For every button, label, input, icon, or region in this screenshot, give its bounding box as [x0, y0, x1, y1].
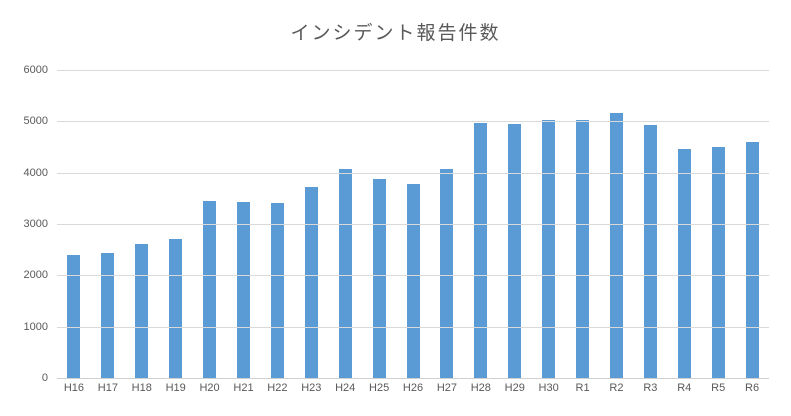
bar-slot-H24 — [328, 70, 362, 378]
x-axis-labels: H16 H17 H18 H19 H20 H21 H22 H23 H24 H25 H26 H27 H28 H… — [57, 382, 769, 394]
gridline-6000 — [57, 70, 769, 71]
x-tick-label-H21: H21 — [233, 382, 254, 394]
bar-H29 — [508, 123, 522, 378]
x-tick-label-H26: H26 — [402, 382, 424, 394]
bars — [57, 70, 769, 378]
bar-slot-H28 — [464, 70, 498, 378]
bar-H30 — [542, 119, 556, 378]
x-tick-label-H18: H18 — [131, 382, 152, 394]
bar-H19 — [169, 239, 183, 378]
x-tick-label-R3: R3 — [643, 382, 658, 394]
bar-H16 — [67, 254, 81, 378]
bar-H28 — [474, 122, 488, 378]
gridline-5000 — [57, 121, 769, 123]
x-tick-label-H27: H27 — [436, 382, 458, 394]
bar-slot-H27 — [430, 70, 464, 378]
bar-H27 — [440, 168, 454, 378]
bar-slot-R4 — [667, 70, 701, 378]
y-tick-label-3000: 3000 — [23, 218, 48, 230]
bar-slot-R5 — [701, 70, 735, 378]
gridline-1000 — [57, 326, 769, 328]
gridline-4000 — [57, 172, 769, 174]
x-tick-label-H28: H28 — [470, 382, 491, 394]
x-tick-label-R1: R1 — [575, 382, 590, 394]
bar-H26 — [406, 183, 420, 378]
x-tick-label-H30: H30 — [538, 382, 559, 394]
bar-slot-H20 — [193, 70, 227, 378]
plot-area: 0 1000 2000 3000 4000 5000 6000 — [24, 64, 769, 384]
bar-slot-H18 — [125, 70, 159, 378]
bar-slot-H30 — [532, 70, 566, 378]
x-tick-label-H25: H25 — [369, 382, 390, 394]
gridline-3000 — [57, 224, 769, 225]
bar-H21 — [236, 202, 250, 378]
x-tick-label-H23: H23 — [301, 382, 322, 394]
x-tick-label-R6: R6 — [745, 382, 760, 394]
bar-H20 — [203, 201, 217, 378]
bar-H22 — [270, 202, 284, 378]
x-tick-label-H24: H24 — [335, 382, 356, 394]
x-tick-label-R2: R2 — [609, 382, 624, 394]
bar-slot-R3 — [633, 70, 667, 378]
x-tick-label-H17: H17 — [97, 382, 118, 394]
bar-R1 — [576, 120, 590, 378]
bar-slot-R2 — [600, 70, 634, 378]
y-tick-label-0: 0 — [41, 372, 48, 384]
bar-H18 — [135, 243, 149, 378]
x-tick-label-H22: H22 — [267, 382, 288, 394]
y-tick-label-6000: 6000 — [23, 64, 48, 76]
bar-slot-H26 — [396, 70, 430, 378]
bar-R5 — [711, 146, 725, 378]
x-tick-label-H19: H19 — [165, 382, 186, 394]
bar-slot-H21 — [227, 70, 261, 378]
chart-title: インシデント報告件数 — [290, 23, 501, 44]
y-tick-label-1000: 1000 — [23, 320, 48, 333]
x-tick-label-R5: R5 — [711, 382, 726, 394]
bar-slot-R1 — [566, 70, 600, 378]
y-tick-label-5000: 5000 — [23, 115, 48, 128]
x-tick-label-H29: H29 — [504, 382, 525, 394]
bar-H25 — [372, 179, 386, 378]
bar-R4 — [677, 148, 691, 378]
bar-slot-H22 — [260, 70, 294, 378]
bar-slot-H16 — [57, 70, 91, 378]
bar-R6 — [745, 141, 759, 378]
bar-slot-H25 — [362, 70, 396, 378]
y-tick-label-2000: 2000 — [23, 269, 48, 282]
x-tick-label-H20: H20 — [199, 382, 220, 394]
bar-slot-H23 — [294, 70, 328, 378]
bar-H17 — [101, 253, 115, 378]
bar-R3 — [643, 125, 657, 378]
x-tick-label-H16: H16 — [63, 382, 85, 394]
bar-H23 — [304, 186, 318, 378]
bar-H24 — [338, 168, 352, 378]
bar-R2 — [609, 112, 623, 378]
gridline-2000 — [57, 275, 769, 277]
bar-slot-H19 — [159, 70, 193, 378]
bar-slot-H17 — [91, 70, 125, 378]
x-tick-label-R4: R4 — [677, 382, 692, 394]
y-tick-label-4000: 4000 — [23, 166, 48, 179]
bar-slot-H29 — [498, 70, 532, 378]
bar-slot-R6 — [735, 70, 769, 378]
